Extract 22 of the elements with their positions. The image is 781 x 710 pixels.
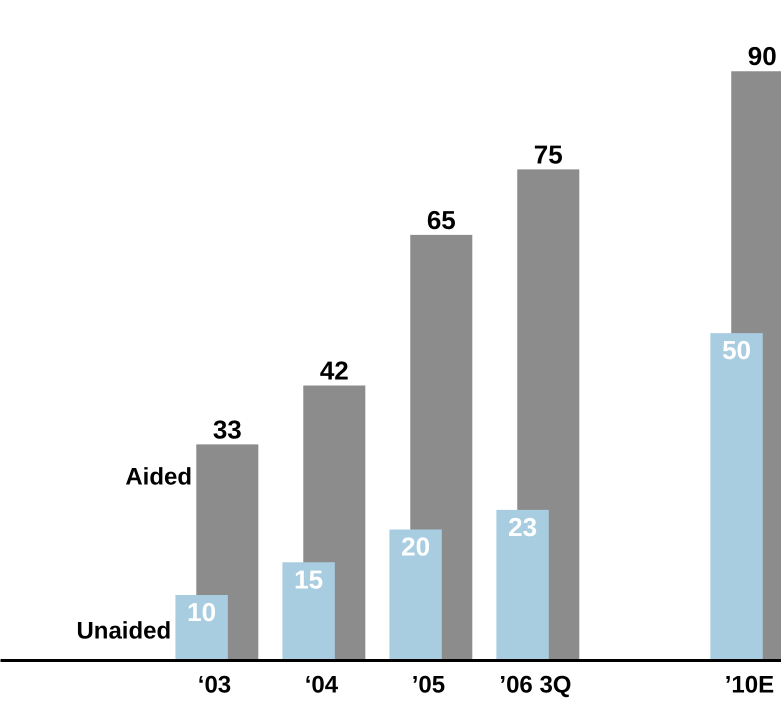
- x-tick-label: ‘03: [198, 672, 232, 698]
- data-label: 65: [426, 204, 456, 235]
- data-label: 42: [320, 356, 349, 386]
- x-tick-label: ’06 3Q: [499, 672, 572, 698]
- series-label: Aided: [125, 463, 192, 490]
- data-label: 90: [748, 41, 777, 72]
- bar: [282, 562, 335, 660]
- data-label: 33: [212, 414, 242, 444]
- data-label: 20: [401, 532, 430, 562]
- data-label: 50: [722, 335, 752, 366]
- x-tick-label: ’05: [412, 672, 446, 698]
- data-label: 75: [534, 139, 563, 170]
- bar: [175, 595, 228, 660]
- bar: [710, 333, 763, 660]
- x-tick-label: ’10E: [724, 672, 774, 698]
- bar: [496, 510, 549, 660]
- bar: [389, 530, 442, 660]
- data-label: 15: [294, 564, 324, 594]
- series-label: Unaided: [76, 618, 172, 645]
- x-tick-label: ‘04: [304, 672, 339, 698]
- data-label: 10: [187, 597, 216, 628]
- data-label: 23: [508, 512, 538, 542]
